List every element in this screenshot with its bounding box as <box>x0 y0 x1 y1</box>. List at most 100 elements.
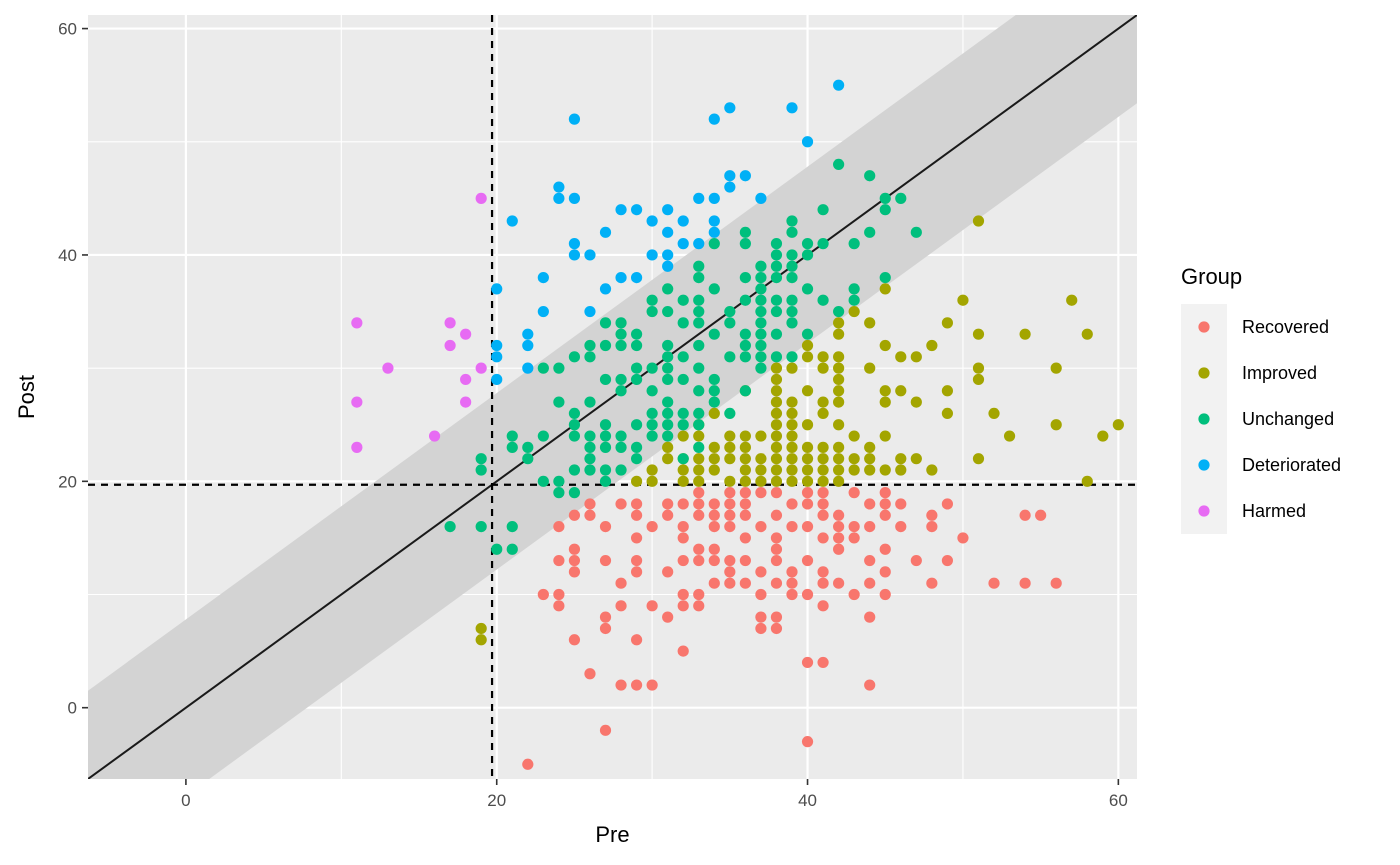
point-unchanged <box>739 351 751 363</box>
point-recovered <box>801 487 814 499</box>
point-improved <box>786 396 798 408</box>
point-recovered <box>537 588 549 601</box>
point-unchanged <box>662 305 674 318</box>
point-unchanged <box>693 385 705 397</box>
point-unchanged <box>553 362 565 374</box>
point-recovered <box>801 520 814 533</box>
point-improved <box>817 475 829 487</box>
point-improved <box>693 475 705 487</box>
point-deteriorated <box>708 226 720 238</box>
point-deteriorated <box>708 215 720 227</box>
point-unchanged <box>879 192 891 204</box>
point-recovered <box>739 577 751 589</box>
point-improved <box>770 419 783 431</box>
point-recovered <box>724 554 736 567</box>
point-improved <box>817 464 829 476</box>
point-unchanged <box>599 339 612 352</box>
point-deteriorated <box>833 79 845 91</box>
point-harmed <box>351 317 363 329</box>
point-unchanged <box>770 305 783 318</box>
point-deteriorated <box>708 192 720 204</box>
point-improved <box>833 396 845 408</box>
point-recovered <box>770 532 783 544</box>
point-unchanged <box>599 419 612 431</box>
point-deteriorated <box>599 226 612 238</box>
point-recovered <box>786 498 798 510</box>
point-unchanged <box>677 419 689 431</box>
point-recovered <box>568 554 581 567</box>
point-improved <box>833 373 845 386</box>
point-recovered <box>957 532 969 544</box>
point-unchanged <box>646 385 658 397</box>
point-recovered <box>739 509 751 521</box>
point-recovered <box>833 520 845 533</box>
point-recovered <box>724 520 736 533</box>
point-unchanged <box>646 419 658 431</box>
y-tick-label: 40 <box>58 246 77 265</box>
point-recovered <box>848 588 860 601</box>
point-recovered <box>708 509 720 521</box>
point-improved <box>801 441 814 453</box>
point-recovered <box>553 588 565 601</box>
point-improved <box>817 441 829 453</box>
point-improved <box>801 385 814 397</box>
point-improved <box>1066 294 1078 306</box>
point-deteriorated <box>693 238 705 250</box>
point-recovered <box>817 509 829 521</box>
point-deteriorated <box>724 181 736 193</box>
point-recovered <box>568 634 581 646</box>
legend-label-deteriorated: Deteriorated <box>1242 455 1341 475</box>
point-recovered <box>770 554 783 567</box>
point-improved <box>1081 328 1093 340</box>
point-improved <box>895 464 907 476</box>
point-unchanged <box>770 260 783 272</box>
point-improved <box>879 339 891 352</box>
point-recovered <box>848 520 860 533</box>
point-harmed <box>382 362 394 374</box>
point-deteriorated <box>646 215 658 227</box>
point-unchanged <box>693 271 705 284</box>
point-deteriorated <box>568 249 581 261</box>
point-unchanged <box>755 339 767 352</box>
point-recovered <box>584 668 596 680</box>
point-recovered <box>895 498 907 510</box>
point-harmed <box>351 441 363 453</box>
point-recovered <box>599 622 612 635</box>
legend-label-harmed: Harmed <box>1242 501 1306 521</box>
point-improved <box>646 475 658 487</box>
point-unchanged <box>630 373 643 386</box>
point-unchanged <box>444 520 456 533</box>
point-improved <box>864 441 876 453</box>
legend-title: Group <box>1181 264 1242 289</box>
point-deteriorated <box>584 305 596 318</box>
point-unchanged <box>630 419 643 431</box>
point-unchanged <box>755 317 767 329</box>
point-deteriorated <box>553 192 565 204</box>
point-unchanged <box>615 430 627 442</box>
point-recovered <box>801 554 814 567</box>
point-improved <box>910 453 922 465</box>
point-unchanged <box>770 249 783 261</box>
point-improved <box>475 634 487 646</box>
legend-label-recovered: Recovered <box>1242 317 1329 337</box>
point-improved <box>662 453 674 465</box>
point-deteriorated <box>491 283 503 295</box>
y-tick-label: 60 <box>58 20 77 39</box>
point-unchanged <box>584 430 596 442</box>
point-recovered <box>630 509 643 521</box>
point-improved <box>1097 430 1109 442</box>
point-improved <box>817 362 829 374</box>
point-recovered <box>833 543 845 555</box>
point-recovered <box>708 498 720 510</box>
point-improved <box>646 464 658 476</box>
point-unchanged <box>693 362 705 374</box>
point-unchanged <box>506 520 518 533</box>
point-recovered <box>662 566 674 578</box>
point-unchanged <box>677 453 689 465</box>
point-recovered <box>599 724 612 736</box>
legend-label-improved: Improved <box>1242 363 1317 383</box>
point-improved <box>926 464 938 476</box>
point-unchanged <box>755 271 767 284</box>
point-unchanged <box>506 430 518 442</box>
point-deteriorated <box>755 192 767 204</box>
